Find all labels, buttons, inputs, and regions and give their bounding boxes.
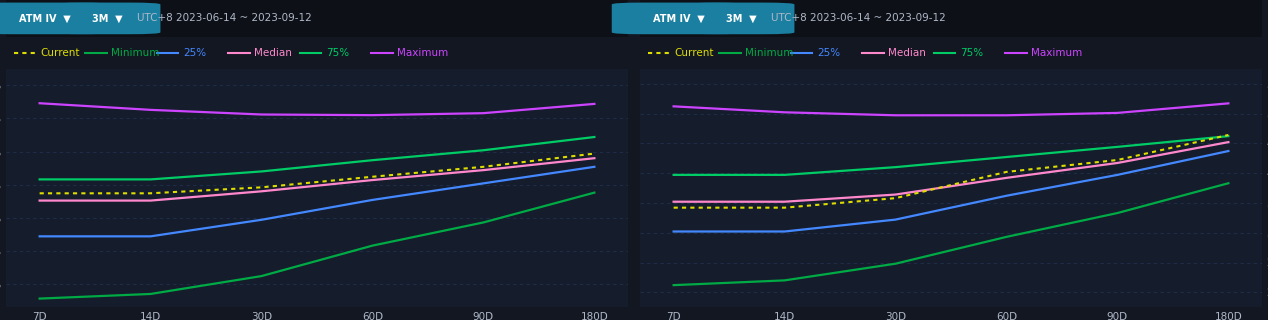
- Text: Maximum: Maximum: [397, 48, 449, 58]
- Text: ATM IV  ▼: ATM IV ▼: [653, 13, 705, 23]
- Text: Median: Median: [255, 48, 292, 58]
- Text: UTC+8 2023-06-14 ~ 2023-09-12: UTC+8 2023-06-14 ~ 2023-09-12: [137, 13, 312, 23]
- Text: ATM IV  ▼: ATM IV ▼: [19, 13, 71, 23]
- FancyBboxPatch shape: [0, 3, 112, 34]
- Text: Maximum: Maximum: [1031, 48, 1083, 58]
- Text: UTC+8 2023-06-14 ~ 2023-09-12: UTC+8 2023-06-14 ~ 2023-09-12: [771, 13, 946, 23]
- Text: 75%: 75%: [960, 48, 983, 58]
- Text: 75%: 75%: [326, 48, 349, 58]
- FancyBboxPatch shape: [611, 3, 746, 34]
- Text: Current: Current: [39, 48, 80, 58]
- Text: 25%: 25%: [183, 48, 205, 58]
- Text: Current: Current: [673, 48, 714, 58]
- Text: Median: Median: [889, 48, 926, 58]
- Text: Minimum: Minimum: [112, 48, 160, 58]
- FancyBboxPatch shape: [687, 3, 795, 34]
- Text: Minimum: Minimum: [746, 48, 794, 58]
- Text: 25%: 25%: [817, 48, 839, 58]
- Text: 3M  ▼: 3M ▼: [725, 13, 756, 23]
- Text: 3M  ▼: 3M ▼: [91, 13, 122, 23]
- FancyBboxPatch shape: [53, 3, 161, 34]
